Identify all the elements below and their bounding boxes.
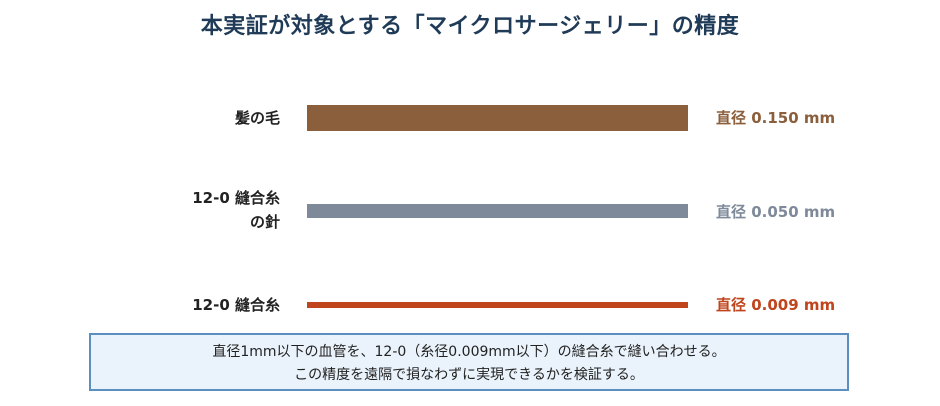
row-label-line: 髪の毛 xyxy=(234,109,280,127)
row-label-needle: 12-0 縫合糸 の針 xyxy=(192,186,280,234)
hair-bar xyxy=(307,105,688,131)
row-value-needle: 直径 0.050 mm xyxy=(716,203,836,221)
page-title: 本実証が対象とする「マイクロサージェリー」の精度 xyxy=(200,14,740,39)
row-value-hair: 直径 0.150 mm xyxy=(716,109,836,127)
row-value-suture: 直径 0.009 mm xyxy=(716,296,836,314)
row-label-line: の針 xyxy=(249,213,280,231)
suture-bar xyxy=(307,302,688,308)
row-label-line: 12-0 縫合糸 xyxy=(192,189,280,207)
row-label-line: 12-0 縫合糸 xyxy=(192,296,280,314)
note-box: 直径1mm以下の血管を、12-0（糸径0.009mm以下）の縫合糸で縫い合わせる… xyxy=(89,333,849,391)
note-line-2: この精度を遠隔で損なわずに実現できるかを検証する。 xyxy=(294,367,644,383)
needle-bar xyxy=(307,204,688,218)
row-label-suture: 12-0 縫合糸 xyxy=(192,293,280,317)
row-label-hair: 髪の毛 xyxy=(235,106,280,130)
note-line-1: 直径1mm以下の血管を、12-0（糸径0.009mm以下）の縫合糸で縫い合わせる… xyxy=(212,344,726,360)
